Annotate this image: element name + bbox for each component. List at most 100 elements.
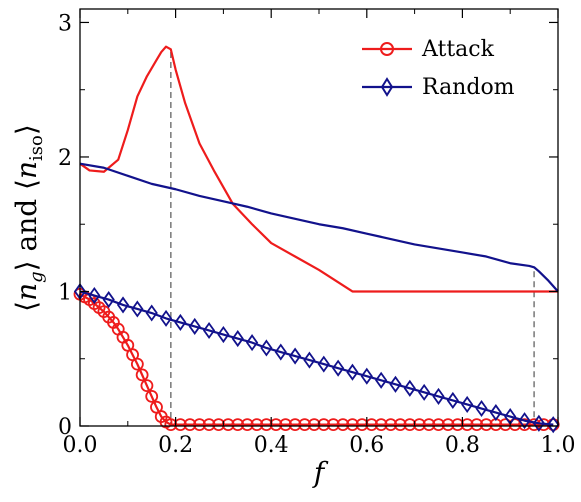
data-point-random-n-iso: [245, 334, 259, 352]
y-tick-label: 1: [58, 280, 72, 305]
data-point-attack-n-iso: [130, 357, 144, 371]
data-point-random-n-iso: [274, 343, 287, 361]
data-point-random-n-iso: [102, 291, 115, 309]
data-point-random-n-iso: [88, 286, 101, 305]
data-point-attack-n-iso: [145, 390, 159, 403]
data-point-attack-n-iso: [479, 418, 493, 432]
data-point-random-n-iso: [518, 412, 531, 430]
data-point-attack-n-iso: [326, 418, 340, 432]
data-point-attack-n-iso: [508, 418, 522, 432]
x-tick-label: 0.2: [158, 433, 193, 458]
data-point-attack-n-iso: [441, 418, 455, 432]
data-point-random-n-iso: [532, 414, 545, 432]
data-point-random-n-iso: [145, 304, 158, 322]
y-tick-label: 0: [58, 415, 72, 440]
series-line-attack-n-g: [79, 45, 558, 293]
axis-ticks: [79, 9, 559, 427]
data-point-attack-n-iso: [202, 418, 216, 432]
data-point-attack-n-iso: [393, 418, 407, 432]
legend: Attack Random: [362, 37, 515, 100]
legend-marker-attack: [380, 42, 394, 56]
svg-text:⟨ng⟩ and ⟨niso⟩: ⟨ng⟩ and ⟨niso⟩: [10, 124, 47, 312]
data-point-attack-n-iso: [460, 418, 474, 432]
legend-entry-random: Random: [362, 75, 515, 100]
x-axis-label: f: [312, 456, 329, 489]
data-point-attack-n-iso: [451, 418, 465, 432]
data-point-random-n-iso: [475, 399, 488, 418]
data-point-attack-n-iso: [288, 418, 302, 432]
y-tick-labels: 0 1 2 3: [58, 11, 72, 440]
data-point-random-n-iso: [360, 367, 373, 385]
data-point-random-n-iso: [375, 371, 388, 389]
series-random-n-iso: [73, 282, 560, 434]
data-point-attack-n-iso: [183, 418, 197, 432]
data-point-attack-n-iso: [422, 418, 436, 432]
data-point-random-n-iso: [461, 395, 474, 414]
data-point-attack-n-iso: [221, 418, 235, 432]
data-point-attack-n-iso: [240, 418, 254, 432]
data-point-random-n-iso: [317, 355, 330, 373]
data-point-random-n-iso: [489, 403, 502, 422]
data-point-attack-n-iso: [260, 418, 273, 432]
data-point-random-n-iso: [288, 347, 302, 365]
data-point-random-n-iso: [174, 313, 187, 331]
data-point-random-n-iso: [432, 387, 445, 405]
series-line-random-n-iso: [79, 290, 554, 426]
data-point-attack-n-iso: [365, 418, 378, 432]
legend-entry-attack: Attack: [362, 37, 495, 62]
data-point-attack-n-iso: [307, 418, 321, 432]
data-point-random-n-iso: [260, 339, 273, 357]
legend-label-attack: Attack: [421, 37, 495, 62]
data-point-attack-n-iso: [374, 418, 388, 432]
vertical-guide-lines: [170, 52, 535, 426]
y-tick-label: 3: [58, 11, 72, 36]
x-tick-label: 1.0: [541, 433, 576, 458]
data-point-attack-n-iso: [470, 418, 484, 432]
x-tick-label: 0.8: [445, 433, 480, 458]
x-tick-labels: 0.0 0.2 0.4 0.6 0.8 1.0: [63, 433, 576, 458]
data-point-attack-n-iso: [499, 418, 512, 432]
data-point-attack-n-iso: [336, 418, 350, 432]
y-axis-label: ⟨ng⟩ and ⟨niso⟩: [10, 124, 47, 312]
data-point-attack-n-iso: [269, 418, 283, 432]
series-random-n-g: [79, 162, 559, 293]
x-tick-label: 0.0: [63, 433, 98, 458]
data-point-attack-n-iso: [298, 418, 312, 432]
series-attack-n-g: [79, 45, 558, 293]
data-point-random-n-iso: [188, 317, 201, 336]
series-line-random-n-g: [79, 162, 559, 293]
data-point-attack-n-iso: [403, 418, 417, 432]
data-point-attack-n-iso: [412, 418, 426, 432]
legend-marker-random: [380, 77, 394, 97]
data-point-attack-n-iso: [140, 379, 154, 393]
data-point-attack-n-iso: [231, 418, 245, 432]
data-point-attack-n-iso: [355, 418, 369, 432]
data-point-random-n-iso: [547, 416, 560, 434]
data-point-attack-n-iso: [279, 418, 292, 432]
data-point-random-n-iso: [231, 330, 244, 348]
data-point-random-n-iso: [446, 391, 459, 409]
x-tick-label: 0.4: [254, 433, 289, 458]
data-point-attack-n-iso: [346, 418, 359, 432]
data-point-attack-n-iso: [518, 418, 531, 432]
data-point-attack-n-iso: [527, 418, 541, 432]
data-point-attack-n-iso: [164, 418, 178, 432]
data-point-random-n-iso: [418, 383, 431, 401]
data-point-attack-n-iso: [212, 418, 226, 432]
data-point-random-n-iso: [131, 300, 144, 318]
data-point-attack-n-iso: [173, 418, 187, 432]
data-point-random-n-iso: [202, 321, 216, 340]
series-layer: [73, 45, 560, 434]
data-point-random-n-iso: [116, 296, 130, 314]
data-point-attack-n-iso: [193, 418, 206, 432]
data-point-attack-n-iso: [250, 418, 264, 432]
data-point-random-n-iso: [217, 325, 230, 344]
y-tick-label: 2: [58, 146, 72, 171]
x-tick-label: 0.6: [349, 433, 384, 458]
data-point-attack-n-iso: [432, 418, 445, 432]
data-point-random-n-iso: [159, 309, 173, 327]
data-point-random-n-iso: [303, 351, 316, 369]
data-point-attack-n-iso: [317, 418, 331, 432]
data-point-random-n-iso: [332, 359, 345, 377]
